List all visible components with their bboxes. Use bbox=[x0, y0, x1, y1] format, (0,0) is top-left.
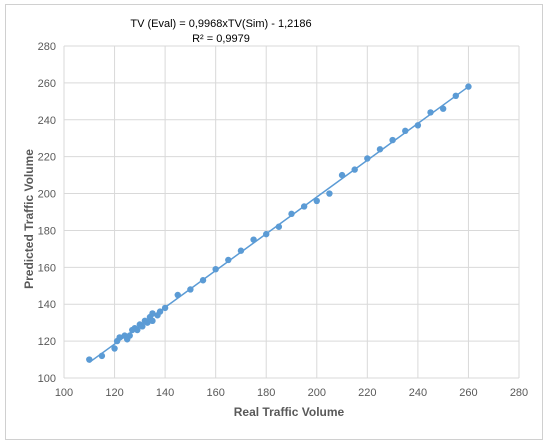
y-tick-label: 220 bbox=[38, 152, 56, 164]
data-point bbox=[126, 332, 133, 339]
data-point bbox=[86, 356, 93, 363]
data-point bbox=[187, 286, 194, 293]
data-point bbox=[288, 210, 295, 218]
y-tick-label: 180 bbox=[38, 225, 56, 237]
data-point bbox=[111, 345, 118, 352]
data-point bbox=[212, 265, 219, 273]
data-point bbox=[161, 304, 169, 312]
data-point bbox=[149, 317, 156, 325]
data-point bbox=[465, 83, 472, 90]
data-point bbox=[199, 277, 207, 284]
data-point bbox=[300, 203, 308, 210]
data-point bbox=[174, 291, 181, 299]
data-point bbox=[98, 352, 106, 360]
y-tick-label: 140 bbox=[38, 299, 56, 311]
chart-area: TV (Eval) = 0,9968xTV(Sim) - 1,2186 R² =… bbox=[5, 4, 543, 440]
x-tick-label: 220 bbox=[358, 387, 376, 399]
data-point bbox=[263, 230, 270, 238]
data-point bbox=[313, 197, 320, 205]
x-tick-label: 160 bbox=[206, 387, 224, 399]
data-point bbox=[139, 323, 146, 330]
data-point bbox=[402, 127, 409, 135]
gridlines bbox=[63, 45, 520, 379]
data-point bbox=[351, 166, 358, 173]
x-tick-label: 280 bbox=[510, 387, 528, 399]
data-point bbox=[439, 105, 447, 112]
trendline-r2: R² = 0,9979 bbox=[192, 33, 250, 45]
data-point bbox=[275, 223, 283, 230]
data-point bbox=[452, 92, 460, 100]
data-point bbox=[427, 109, 434, 116]
trendline-equation: TV (Eval) = 0,9968xTV(Sim) - 1,2186 bbox=[130, 18, 311, 30]
x-axis-title: Real Traffic Volume bbox=[234, 405, 345, 419]
data-point bbox=[338, 171, 346, 179]
x-tick-label: 200 bbox=[308, 387, 326, 399]
x-tick-label: 140 bbox=[156, 387, 174, 399]
data-point bbox=[237, 247, 245, 254]
x-tick-label: 100 bbox=[55, 387, 73, 399]
data-point bbox=[250, 236, 257, 243]
data-point bbox=[414, 122, 422, 129]
y-tick-label: 260 bbox=[38, 78, 56, 90]
data-point bbox=[134, 326, 141, 334]
data-points bbox=[86, 83, 472, 363]
y-tick-label: 280 bbox=[38, 41, 56, 53]
data-point bbox=[144, 319, 151, 326]
data-point bbox=[376, 146, 384, 153]
y-tick-label: 100 bbox=[38, 373, 56, 385]
data-point bbox=[225, 256, 232, 264]
x-tick-label: 260 bbox=[459, 387, 477, 399]
y-tick-label: 160 bbox=[38, 262, 56, 274]
data-point bbox=[326, 190, 333, 197]
y-tick-label: 120 bbox=[38, 336, 56, 348]
data-point bbox=[156, 308, 164, 315]
data-point bbox=[149, 310, 156, 317]
y-tick-label: 240 bbox=[38, 115, 56, 127]
x-tick-label: 120 bbox=[105, 387, 123, 399]
data-point bbox=[364, 155, 371, 162]
y-axis-title: Predicted Traffic Volume bbox=[22, 149, 36, 289]
data-point bbox=[116, 334, 123, 341]
x-tick-label: 180 bbox=[257, 387, 275, 399]
tick-labels: 100 120 140 160 180 200 220 240 260 280 100 120 140 1… bbox=[38, 41, 529, 399]
y-tick-label: 200 bbox=[38, 189, 56, 201]
data-point bbox=[389, 136, 396, 144]
x-tick-label: 240 bbox=[409, 387, 427, 399]
scatter-chart: TV (Eval) = 0,9968xTV(Sim) - 1,2186 R² =… bbox=[22, 18, 529, 419]
